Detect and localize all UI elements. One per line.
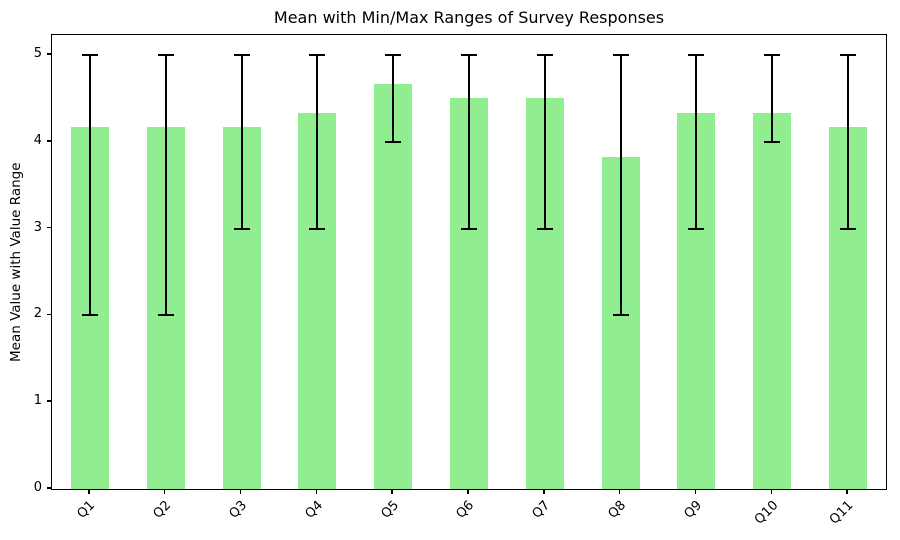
y-tick-label-2: 2: [33, 306, 42, 322]
x-tick-Q3: [239, 490, 242, 494]
x-tick-label-Q9: Q9: [681, 498, 706, 522]
error-line-Q4: [316, 54, 319, 229]
error-line-Q10: [771, 54, 774, 142]
error-cap-max-Q2: [157, 53, 174, 56]
error-cap-min-Q3: [233, 227, 250, 230]
error-cap-max-Q10: [764, 53, 781, 56]
x-tick-label-Q10: Q10: [751, 498, 781, 528]
y-tick-label-0: 0: [33, 480, 42, 495]
error-line-Q7: [543, 54, 546, 229]
error-cap-min-Q6: [461, 227, 477, 230]
y-tick-3: [47, 226, 51, 229]
y-tick-0: [47, 487, 51, 489]
x-tick-label-Q5: Q5: [378, 498, 402, 522]
error-cap-max-Q11: [840, 53, 857, 56]
x-tick-Q9: [694, 490, 697, 494]
x-tick-Q6: [467, 490, 469, 494]
plot-area: [51, 34, 887, 490]
error-cap-min-Q7: [536, 227, 553, 230]
y-tick-1: [47, 400, 51, 402]
error-line-Q11: [847, 54, 850, 229]
error-cap-max-Q5: [385, 53, 402, 56]
x-tick-Q5: [391, 490, 393, 494]
error-cap-min-Q1: [81, 314, 98, 317]
y-tick-label-4: 4: [33, 132, 42, 148]
y-axis: 0 1 2 3 4 5: [0, 34, 51, 495]
error-cap-min-Q2: [157, 314, 174, 317]
error-cap-min-Q8: [612, 314, 629, 317]
x-tick-Q8: [618, 490, 621, 494]
x-tick-Q4: [315, 490, 318, 494]
error-cap-max-Q9: [688, 53, 705, 56]
error-cap-max-Q4: [309, 53, 326, 56]
error-line-Q9: [695, 54, 698, 229]
error-cap-min-Q9: [688, 227, 705, 230]
x-tick-Q10: [770, 490, 773, 494]
error-cap-min-Q5: [385, 140, 402, 143]
error-cap-max-Q7: [536, 53, 553, 56]
error-cap-max-Q3: [233, 53, 250, 56]
error-cap-max-Q8: [612, 53, 629, 56]
x-axis: Q1 Q2 Q3 Q4 Q5 Q6 Q7 Q8 Q9 Q10 Q11: [51, 490, 887, 540]
x-tick-Q11: [846, 490, 848, 494]
y-tick-label-3: 3: [33, 219, 42, 235]
error-line-Q3: [240, 54, 243, 229]
x-tick-label-Q1: Q1: [74, 498, 99, 522]
x-tick-label-Q8: Q8: [605, 498, 630, 522]
x-tick-Q2: [163, 490, 166, 494]
x-tick-label-Q4: Q4: [302, 498, 326, 522]
chart-title: Mean with Min/Max Ranges of Survey Respo…: [273, 8, 665, 27]
error-cap-min-Q11: [840, 227, 857, 230]
y-tick-label-5: 5: [33, 45, 42, 61]
error-line-Q2: [164, 54, 167, 316]
error-line-Q5: [392, 54, 395, 142]
x-tick-label-Q7: Q7: [529, 498, 554, 522]
error-cap-min-Q4: [309, 227, 326, 230]
x-tick-label-Q6: Q6: [453, 498, 478, 522]
x-tick-label-Q3: Q3: [226, 498, 251, 522]
y-tick-5: [47, 53, 51, 55]
error-line-Q1: [88, 54, 91, 316]
bar-Q10: [753, 113, 792, 489]
x-tick-label-Q2: Q2: [150, 498, 175, 522]
x-tick-Q1: [88, 490, 90, 494]
y-tick-4: [47, 140, 51, 142]
error-cap-max-Q1: [81, 53, 98, 56]
y-tick-label-1: 1: [33, 393, 42, 409]
y-tick-2: [47, 313, 51, 316]
error-line-Q6: [468, 54, 470, 229]
error-cap-max-Q6: [461, 53, 477, 56]
x-tick-label-Q11: Q11: [827, 498, 857, 528]
error-cap-min-Q10: [764, 140, 781, 143]
bar-Q5: [374, 83, 413, 489]
x-tick-Q7: [543, 490, 545, 494]
error-line-Q8: [619, 54, 622, 316]
